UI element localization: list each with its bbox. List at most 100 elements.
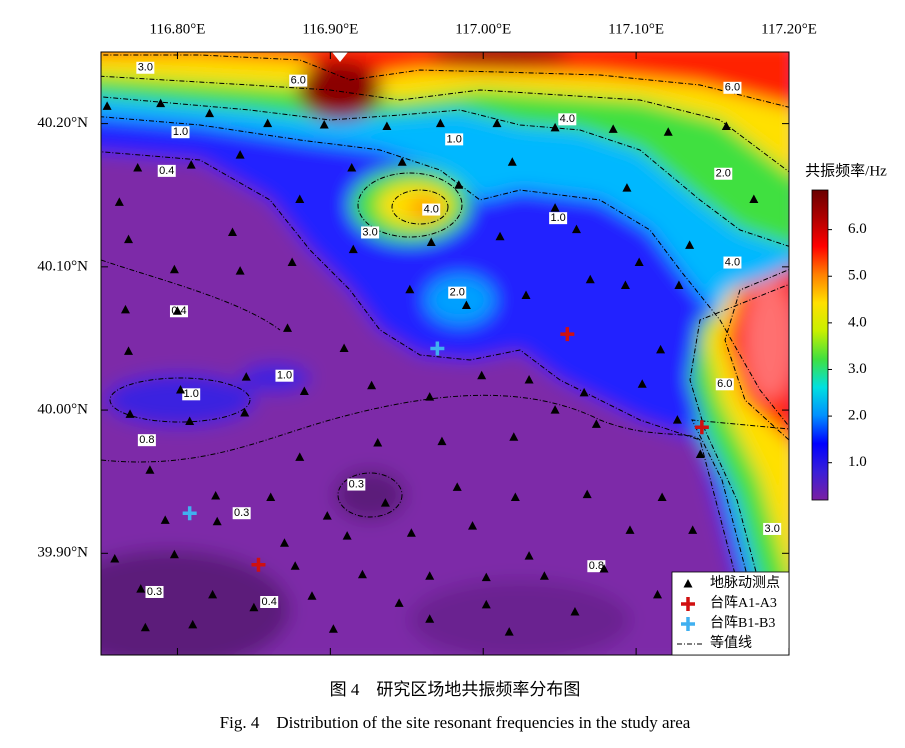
station <box>510 492 520 501</box>
contour-label-bg <box>260 596 279 609</box>
station <box>435 118 445 128</box>
station <box>550 122 560 132</box>
caption-en: Fig. 4 Distribution of the site resonant… <box>220 713 691 732</box>
contour-label-bg <box>289 74 308 87</box>
colorbar-title: 共振频率/Hz <box>805 162 887 179</box>
station <box>380 498 390 507</box>
station <box>186 160 196 169</box>
contour-label: 3.0 <box>138 62 153 74</box>
station <box>663 127 673 136</box>
x-tick-label: 117.10°E <box>608 21 664 37</box>
legend-label: 台阵B1-B3 <box>710 615 775 631</box>
contour-label: 4.0 <box>424 203 439 215</box>
plot-frame <box>100 51 790 656</box>
station <box>622 183 632 192</box>
station <box>295 452 305 461</box>
caption-zh: 图 4 研究区场地共振频率分布图 <box>330 680 581 699</box>
station <box>266 492 276 501</box>
station <box>328 624 338 633</box>
station <box>263 118 273 128</box>
station <box>481 572 491 582</box>
station <box>721 121 731 130</box>
station <box>426 237 436 246</box>
contour-label-bg <box>422 203 441 216</box>
station <box>136 584 146 593</box>
y-tick-label: 40.10°N <box>37 258 88 274</box>
station <box>367 380 377 390</box>
contour-label-bg <box>723 81 742 94</box>
station <box>524 374 534 384</box>
station <box>114 197 124 206</box>
station <box>342 531 352 540</box>
station <box>169 549 179 559</box>
station <box>550 405 560 414</box>
station <box>539 571 549 580</box>
contour-label: 0.8 <box>589 560 604 572</box>
contour-label: 0.3 <box>147 586 162 598</box>
station <box>582 489 592 499</box>
contour-label: 4.0 <box>725 256 740 268</box>
contour-label-bg <box>137 434 156 447</box>
station <box>279 538 289 547</box>
station <box>468 521 478 530</box>
colorbar-tick-label: 6.0 <box>848 221 867 237</box>
station <box>347 163 357 172</box>
station <box>685 240 695 249</box>
contour-label-bg <box>445 133 464 146</box>
contour-label: 1.0 <box>184 388 199 400</box>
station <box>695 449 705 458</box>
legend-swatch <box>681 617 695 631</box>
station <box>570 607 580 616</box>
station <box>176 385 186 394</box>
contour-label: 1.0 <box>173 126 188 138</box>
contour-label: 1.0 <box>550 212 565 224</box>
station <box>454 180 464 189</box>
colorbar-tick-label: 1.0 <box>848 454 867 470</box>
array-site <box>694 420 709 435</box>
station <box>124 234 134 244</box>
x-tick-label: 117.20°E <box>761 21 817 37</box>
station <box>208 589 218 599</box>
station <box>287 257 297 267</box>
station <box>205 108 215 118</box>
contour-label-bg <box>448 286 467 299</box>
contour-label-bg <box>171 126 190 139</box>
station <box>373 438 383 447</box>
station <box>477 370 487 380</box>
contour-label: 0.3 <box>349 478 364 490</box>
colorbar-tick-label: 5.0 <box>848 268 867 284</box>
station <box>504 627 514 636</box>
array-site <box>560 327 575 342</box>
contour-label-bg <box>232 507 251 520</box>
station <box>212 516 222 526</box>
station <box>188 619 198 629</box>
station <box>249 602 259 612</box>
legend-label: 地脉动测点 <box>710 575 780 591</box>
contour-label-bg <box>145 585 164 598</box>
station <box>124 346 134 355</box>
colorbar-tick-label: 2.0 <box>848 408 867 424</box>
station <box>521 290 531 299</box>
contour-label: 3.0 <box>765 523 780 535</box>
station <box>425 571 435 580</box>
station <box>657 492 667 501</box>
contour-label: 6.0 <box>725 82 740 94</box>
station <box>102 101 112 110</box>
station <box>425 392 435 401</box>
station <box>110 554 120 563</box>
station <box>405 284 415 294</box>
contour-label: 0.4 <box>262 596 277 608</box>
station <box>307 591 317 600</box>
station <box>437 436 447 446</box>
frequency-field <box>101 52 789 655</box>
station <box>495 231 505 241</box>
legend-label: 等值线 <box>710 634 752 651</box>
y-tick-label: 40.20°N <box>37 115 88 131</box>
contour-label: 6.0 <box>717 378 732 390</box>
station <box>319 120 329 129</box>
legend-label: 台阵A1-A3 <box>710 595 777 611</box>
station <box>299 386 309 395</box>
contour-label: 1.0 <box>277 370 292 382</box>
